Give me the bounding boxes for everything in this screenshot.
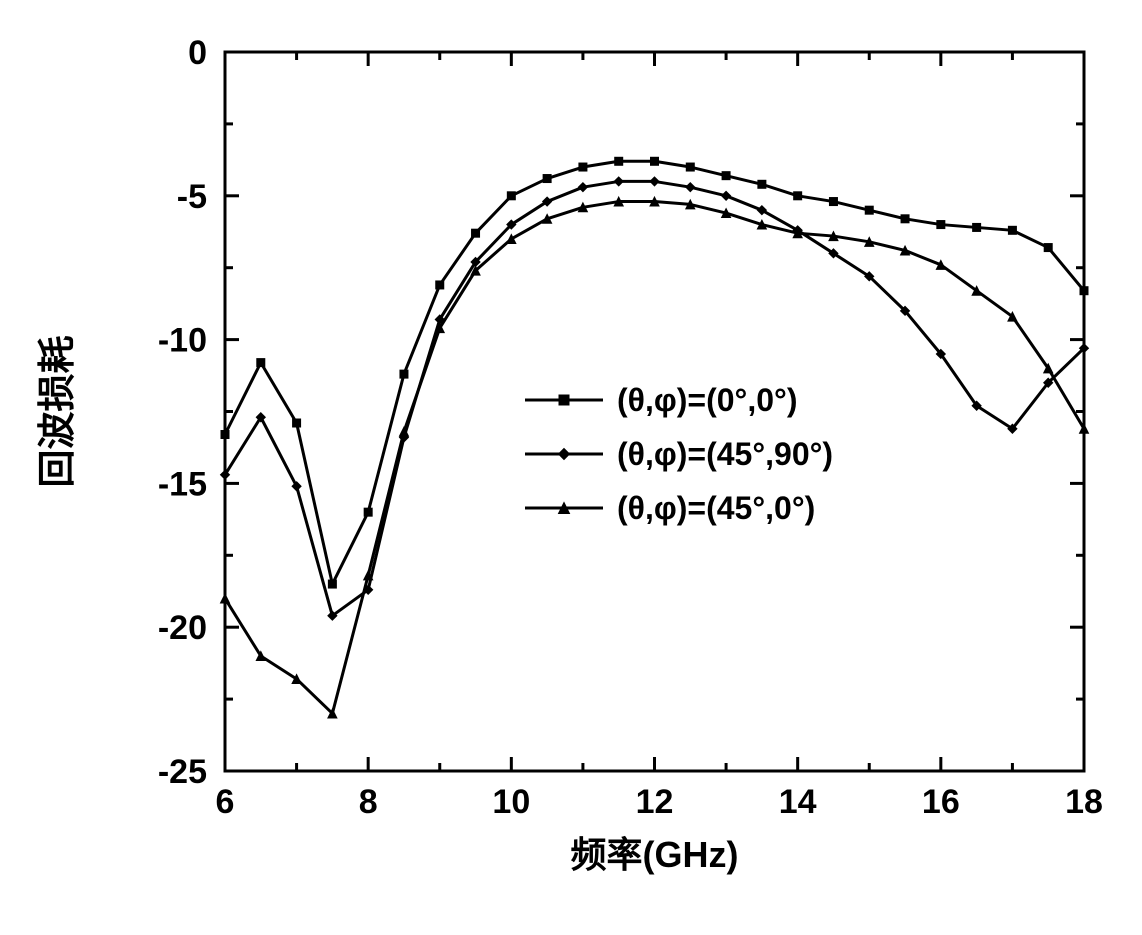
return-loss-chart: 6 8 10 12 14 16 18 -25 -20 -15 -10 -5 0 频率(GHz) 回波损耗 (θ… [0,0,1142,935]
marker-square [865,206,873,214]
x-tick-label: 12 [636,783,674,821]
x-tick-label: 8 [359,783,378,821]
x-axis-label: 频率(GHz) [571,834,739,875]
chart-container: 6 8 10 12 14 16 18 -25 -20 -15 -10 -5 0 频率(GHz) 回波损耗 (θ… [0,0,1142,935]
x-tick-label: 6 [216,783,235,821]
marker-square [543,175,551,183]
marker-square [937,221,945,229]
y-tick-label: -15 [158,465,207,503]
marker-square [472,229,480,237]
marker-square [507,192,515,200]
y-tick-label: -5 [177,178,207,216]
marker-square [400,370,408,378]
marker-square [901,215,909,223]
legend-label: (θ,φ)=(0°,0°) [617,382,797,418]
marker-square [829,198,837,206]
x-tick-label: 10 [492,783,530,821]
marker-square [686,163,694,171]
x-tick-label: 18 [1065,783,1103,821]
x-tick-label: 14 [779,783,817,821]
marker-square [328,580,336,588]
marker-square [651,157,659,165]
marker-square [364,508,372,516]
marker-square [973,223,981,231]
legend-label: (θ,φ)=(45°,90°) [617,436,833,472]
marker-square [579,163,587,171]
marker-square [722,172,730,180]
marker-square [257,359,265,367]
marker-square [436,281,444,289]
y-axis-label: 回波损耗 [37,335,79,487]
marker-square [293,419,301,427]
y-tick-label: -20 [158,609,207,647]
marker-square [794,192,802,200]
marker-square [1008,226,1016,234]
marker-square [559,395,569,405]
y-tick-label: -10 [158,322,207,360]
marker-square [758,180,766,188]
marker-square [615,157,623,165]
marker-square [221,431,229,439]
x-tick-label: 16 [922,783,960,821]
marker-square [1080,287,1088,295]
legend-label: (θ,φ)=(45°,0°) [617,490,815,526]
marker-square [1044,244,1052,252]
y-tick-label: -25 [158,753,207,791]
y-tick-label: 0 [188,34,207,72]
